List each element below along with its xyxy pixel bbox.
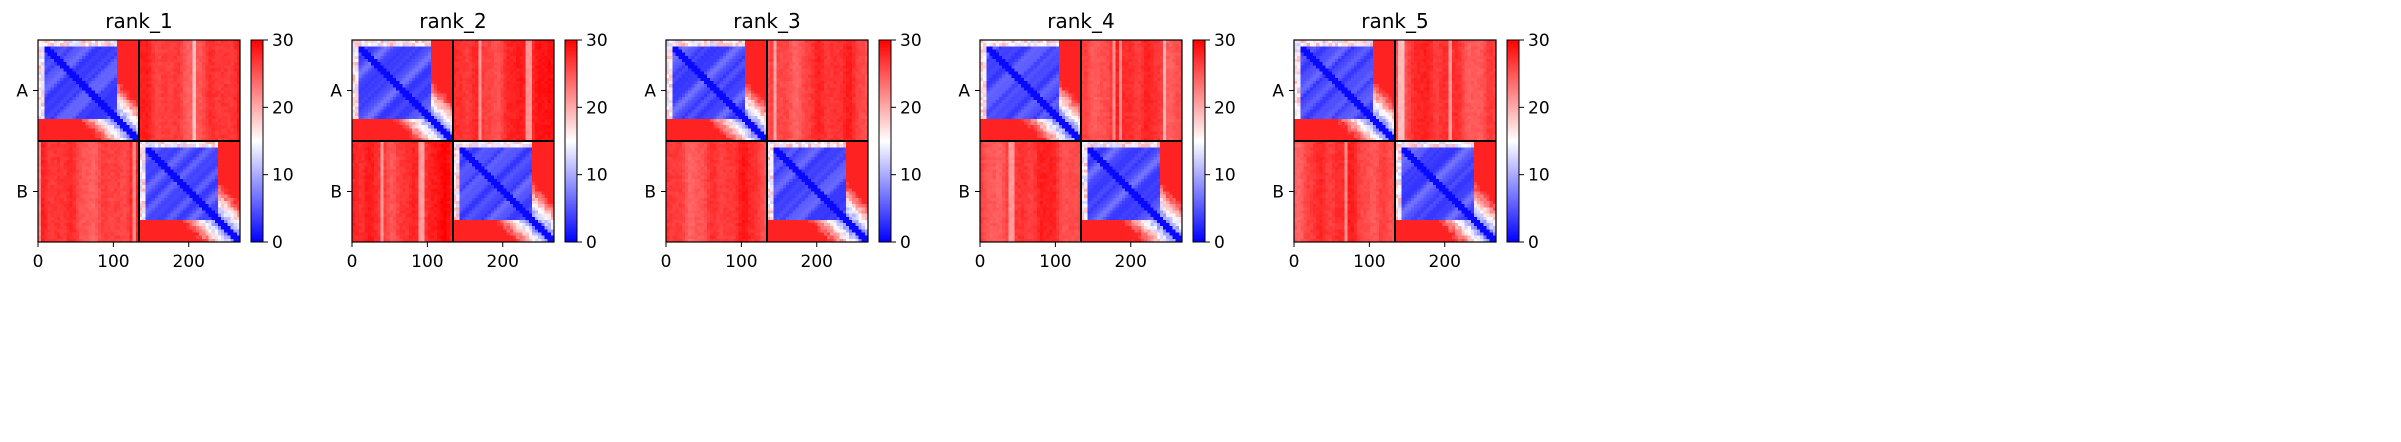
colorbar: [251, 40, 263, 242]
colorbar-tick-label: 10: [272, 166, 294, 186]
y-chain-label: A: [16, 82, 28, 102]
colorbar-tick-label: 20: [272, 98, 294, 118]
chart-title: rank_1: [105, 9, 172, 33]
x-tick-label: 200: [173, 252, 205, 272]
x-tick-label: 0: [33, 252, 44, 272]
colorbar-tick-label: 30: [272, 31, 294, 51]
colorbar-tick-label: 0: [272, 233, 283, 253]
panel-rank-1: rank_1 0 100 200 A B 0 10 20 30: [16, 9, 293, 272]
y-chain-label: B: [16, 183, 28, 203]
x-tick-label: 100: [97, 252, 129, 272]
